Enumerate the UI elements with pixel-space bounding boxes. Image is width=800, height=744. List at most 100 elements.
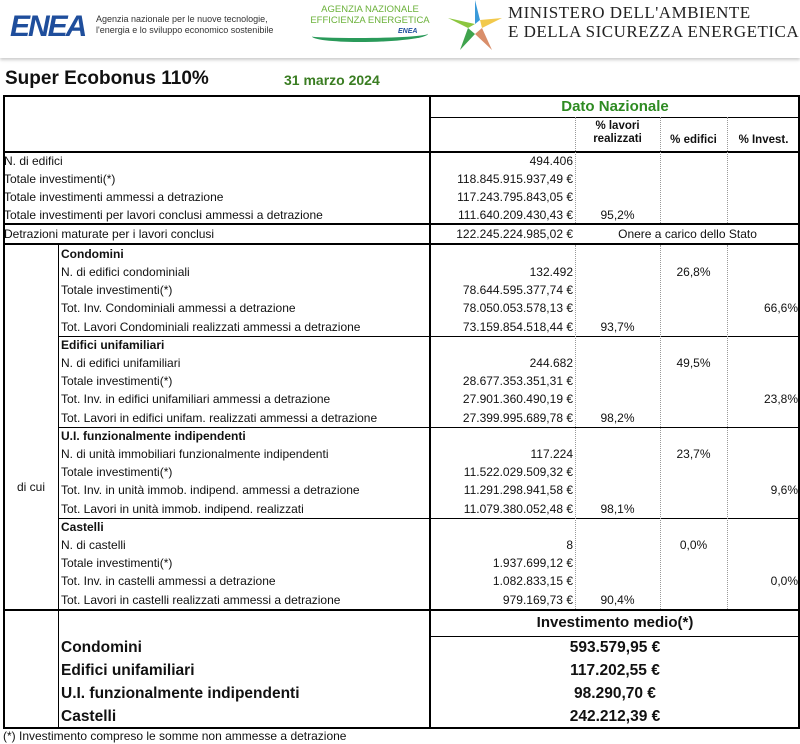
- col-header-lavori: % lavori realizzati: [593, 120, 642, 145]
- divider: [3, 223, 800, 225]
- group-header-dato-nazionale: Dato Nazionale: [561, 98, 669, 115]
- row-label: Tot. Inv. in unità immob. indipend. amme…: [61, 483, 360, 498]
- row-label: Totale investimenti ammessi a detrazione: [4, 190, 224, 204]
- ministry-name: MINISTERO DELL'AMBIENTE E DELLA SICUREZZ…: [508, 3, 799, 41]
- row-value: 979.169,73 €: [502, 592, 573, 607]
- row-label: Totale investimenti(*): [61, 283, 173, 298]
- divider: [660, 117, 661, 223]
- detrazioni-value: 122.245.224.985,02 €: [456, 227, 573, 241]
- row-label: Totale investimenti(*): [61, 374, 173, 389]
- block-title: Edifici unifamiliari: [61, 338, 165, 352]
- divider: [430, 117, 800, 118]
- avg-row-label: Edifici unifamiliari: [61, 662, 195, 679]
- avg-row-value: 117.202,55 €: [570, 662, 660, 679]
- row-pct-lavori: 93,7%: [600, 319, 635, 334]
- row-value: 494.406: [529, 154, 573, 168]
- avg-row-value: 242.212,39 €: [569, 708, 661, 725]
- divider: [3, 151, 800, 153]
- row-value: 78.644.595.377,74 €: [462, 283, 573, 298]
- row-pct-edifici: 23,7%: [676, 447, 711, 461]
- row-value: 11.522.029.509,32 €: [463, 465, 573, 480]
- row-pct-invest: 66,6%: [763, 301, 798, 316]
- block-title: Castelli: [61, 520, 104, 534]
- avg-header: Investimento medio(*): [536, 614, 694, 631]
- divider: [3, 609, 800, 611]
- detrazioni-label: Detrazioni maturate per i lavori conclus…: [4, 227, 215, 241]
- enea-logo: ENEA: [10, 10, 87, 43]
- ministry-line1: MINISTERO DELL'AMBIENTE: [508, 3, 751, 22]
- row-label: Totale investimenti(*): [61, 556, 173, 571]
- divider: [798, 95, 800, 729]
- avg-row-label: Condomini: [61, 639, 142, 656]
- divider: [727, 245, 728, 609]
- row-label: Tot. Inv. in edifici unifamiliari ammess…: [61, 392, 331, 407]
- row-pct-edifici: 26,8%: [676, 265, 711, 279]
- enea-tagline: Agenzia nazionale per le nuove tecnologi…: [96, 14, 274, 35]
- row-pct-invest: 23,8%: [763, 392, 798, 407]
- row-value: 28.677.353.351,31 €: [462, 374, 573, 389]
- row-label: Tot. Inv. Condominiali ammessi a detrazi…: [61, 301, 296, 316]
- ministry-star-logo-icon: [448, 0, 502, 50]
- row-pct-lavori: 95,2%: [600, 208, 635, 222]
- row-label: Totale investimenti(*): [4, 172, 116, 186]
- divider: [430, 636, 800, 637]
- agency-logo-text: AGENZIA NAZIONALE EFFICIENZA ENERGETICA: [310, 4, 430, 26]
- row-label: N. di edifici condominiali: [61, 265, 190, 279]
- di-cui-label: di cui: [16, 480, 45, 494]
- avg-row-value: 593.579,95 €: [569, 639, 661, 656]
- row-value: 1.082.833,15 €: [492, 574, 573, 589]
- divider: [575, 245, 576, 609]
- row-value: 111.640.209.430,43 €: [458, 208, 573, 222]
- row-value: 244.682: [529, 356, 573, 370]
- row-pct-edifici: 0,0%: [679, 538, 708, 552]
- ministry-line2: E DELLA SICUREZZA ENERGETICA: [508, 22, 800, 41]
- divider: [727, 117, 728, 223]
- row-value: 27.399.995.689,78 €: [462, 410, 573, 425]
- row-value: 117.243.795.843,05 €: [457, 190, 573, 204]
- row-label: Tot. Inv. in castelli ammessi a detrazio…: [61, 574, 276, 589]
- divider: [3, 95, 800, 97]
- block-title: U.I. funzionalmente indipendenti: [61, 429, 246, 443]
- row-value: 118.845.915.937,49 €: [457, 172, 573, 186]
- row-value: 117.224: [530, 447, 574, 461]
- detrazioni-note: Onere a carico dello Stato: [618, 227, 757, 241]
- row-pct-edifici: 49,5%: [676, 356, 711, 370]
- divider: [3, 727, 800, 729]
- row-pct-invest: 9,6%: [770, 483, 798, 498]
- row-value: 1.937.699,12 €: [492, 556, 573, 571]
- block-title: Condomini: [61, 247, 124, 261]
- row-label: Tot. Lavori in unità immob. indipend. re…: [61, 501, 304, 516]
- row-label: N. di unità immobiliari funzionalmente i…: [61, 447, 329, 461]
- divider: [58, 243, 59, 729]
- row-value: 27.901.360.490,19 €: [462, 392, 573, 407]
- divider: [3, 243, 800, 245]
- agency-swoosh-icon: [312, 28, 428, 42]
- divider: [429, 95, 431, 729]
- row-value: 132.492: [529, 265, 573, 279]
- row-pct-lavori: 98,2%: [600, 410, 635, 425]
- report-date: 31 marzo 2024: [284, 72, 380, 88]
- page-title: Super Ecobonus 110%: [5, 68, 209, 89]
- row-label: N. di edifici: [4, 154, 63, 168]
- agency-enea-mark: ENEA: [398, 28, 418, 35]
- avg-row-label: U.I. funzionalmente indipendenti: [61, 685, 300, 702]
- col-header-invest: % Invest.: [738, 134, 789, 146]
- divider: [3, 95, 5, 729]
- footnote: (*) Investimento compreso le somme non a…: [3, 729, 347, 743]
- col-header-edifici: % edifici: [670, 134, 717, 146]
- row-pct-invest: 0,0%: [770, 574, 798, 589]
- row-label: Tot. Lavori Condominiali realizzati amme…: [61, 319, 361, 334]
- row-value: 8: [566, 538, 573, 552]
- avg-row-label: Castelli: [61, 708, 117, 725]
- divider: [575, 117, 576, 223]
- row-value: 73.159.854.518,44 €: [462, 319, 573, 334]
- row-value: 78.050.053.578,13 €: [462, 301, 573, 316]
- row-label: Totale investimenti(*): [61, 465, 173, 480]
- row-label: Tot. Lavori in edifici unifam. realizzat…: [61, 410, 378, 425]
- divider: [660, 245, 661, 609]
- row-label: N. di castelli: [61, 538, 126, 552]
- row-value: 11.291.298.941,58 €: [463, 483, 573, 498]
- row-label: Tot. Lavori in castelli realizzati ammes…: [61, 592, 341, 607]
- row-pct-lavori: 98,1%: [600, 501, 635, 516]
- avg-row-value: 98.290,70 €: [574, 685, 656, 702]
